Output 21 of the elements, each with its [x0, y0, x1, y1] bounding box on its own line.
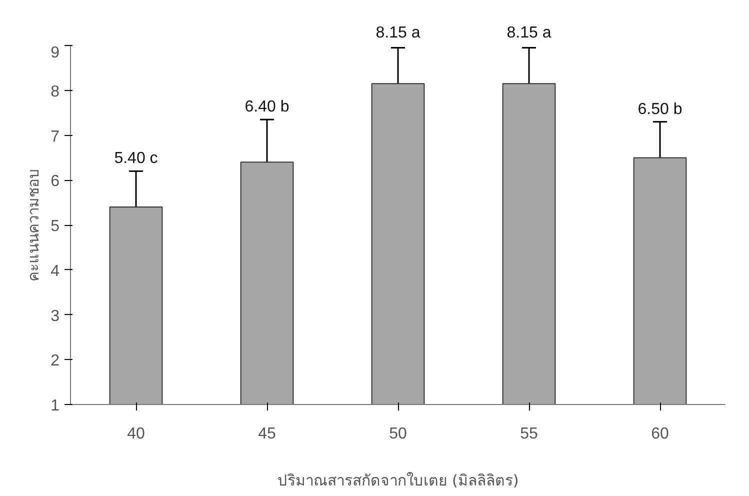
data-label: 8.15 a: [376, 24, 420, 42]
x-tick-label: 55: [520, 426, 538, 442]
y-tick-label: 9: [50, 44, 60, 62]
data-label: 5.40 c: [114, 150, 158, 168]
data-label: 6.50 b: [638, 100, 682, 118]
y-tick-label: 6: [50, 173, 60, 190]
y-axis-title: คะแนนความชอบ: [24, 168, 43, 282]
y-tick-label: 5: [50, 218, 60, 235]
x-tick-label: 40: [127, 426, 145, 442]
x-tick-label: 60: [651, 426, 669, 442]
data-label: 6.40 b: [244, 98, 290, 116]
y-tick-label: 4: [50, 262, 60, 280]
y-tick-label: 8: [50, 83, 60, 100]
x-tick-label: 50: [389, 426, 407, 442]
x-tick-label: 45: [258, 426, 276, 442]
y-tick-label: 1: [50, 398, 60, 414]
x-axis-title: ปริมาณสารสกัดจากใบเตย (มิลลิลิตร): [277, 472, 519, 490]
y-tick-label: 7: [50, 128, 60, 146]
y-tick-label: 2: [50, 352, 60, 370]
data-label: 8.15 a: [506, 24, 552, 42]
y-tick-label: 3: [50, 308, 60, 325]
